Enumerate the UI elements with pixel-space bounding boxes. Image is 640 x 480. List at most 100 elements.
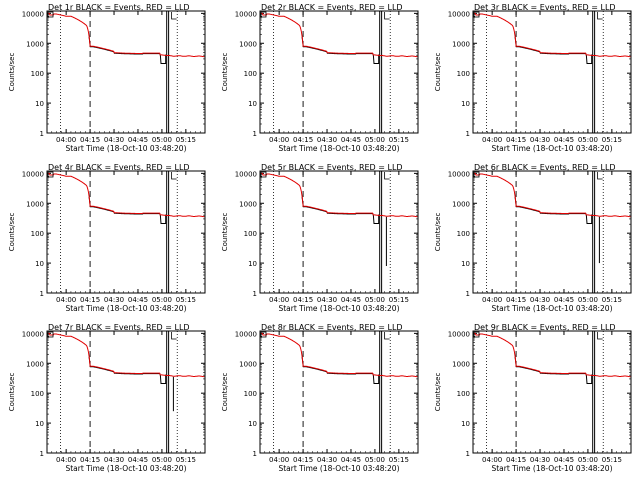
x-tick-label: 05:15 [602, 296, 622, 304]
chart-title: Det 6r BLACK = Events, RED = LLD [474, 163, 616, 172]
corner-marker-box [473, 331, 480, 338]
y-axis-label: Counts/sec [434, 373, 442, 412]
series-lld-line [260, 332, 418, 378]
y-tick-label: 100 [244, 230, 257, 238]
plot-frame [472, 170, 632, 294]
x-tick-label: 04:30 [317, 136, 337, 144]
y-tick-label: 10 [248, 100, 257, 108]
y-tick-label: 1 [253, 130, 257, 138]
series-events-line [88, 36, 167, 64]
y-tick-label: 1 [253, 290, 257, 298]
y-axis-label: Counts/sec [8, 213, 16, 252]
corner-marker-box [260, 171, 267, 178]
tick-corner-mark [384, 332, 390, 340]
chart-panel-4: Det 4r BLACK = Events, RED = LLD 1 10 100 10… [8, 163, 206, 313]
x-tick-label: 04:15 [506, 296, 526, 304]
x-tick-label: 04:45 [128, 456, 148, 464]
series-events-line [514, 36, 593, 64]
x-tick-label: 04:00 [56, 296, 76, 304]
x-tick-label: 04:15 [293, 296, 313, 304]
y-tick-label: 100 [31, 230, 44, 238]
y-tick-label: 1 [40, 450, 44, 458]
x-tick-label: 04:15 [506, 456, 526, 464]
y-tick-label: 1 [253, 450, 257, 458]
x-tick-label: 04:15 [80, 296, 100, 304]
tick-corner-mark [597, 332, 603, 340]
y-tick-label: 100 [457, 390, 470, 398]
tick-corner-mark [597, 172, 603, 180]
y-tick-label: 10000 [235, 170, 257, 178]
chart-panel-1: Det 1r BLACK = Events, RED = LLD 1 10 100 10… [8, 3, 206, 153]
y-tick-label: 1000 [26, 40, 44, 48]
y-tick-label: 10 [461, 100, 470, 108]
y-tick-label: 1000 [26, 360, 44, 368]
y-axis-label: Counts/sec [221, 213, 229, 252]
y-tick-label: 10000 [448, 10, 470, 18]
x-tick-label: 05:15 [602, 456, 622, 464]
x-tick-label: 04:30 [104, 136, 124, 144]
tick-corner-mark [384, 172, 390, 180]
chart-title: Det 4r BLACK = Events, RED = LLD [48, 163, 190, 172]
y-tick-label: 100 [31, 70, 44, 78]
y-axis-label: Counts/sec [434, 213, 442, 252]
x-tick-label: 05:00 [578, 456, 598, 464]
y-tick-label: 10000 [448, 170, 470, 178]
x-tick-label: 04:30 [530, 456, 550, 464]
y-tick-label: 10 [248, 260, 257, 268]
y-tick-label: 1 [466, 130, 470, 138]
series-lld-line [260, 12, 418, 58]
y-tick-label: 10 [248, 420, 257, 428]
x-tick-label: 04:45 [341, 296, 361, 304]
chart-panel-9: Det 9r BLACK = Events, RED = LLD 1 10 100 10… [434, 323, 632, 473]
x-tick-label: 04:15 [506, 136, 526, 144]
x-tick-label: 04:15 [80, 136, 100, 144]
y-axis-label: Counts/sec [8, 373, 16, 412]
y-tick-label: 1000 [452, 200, 470, 208]
y-tick-label: 10000 [22, 10, 44, 18]
x-tick-label: 04:00 [269, 296, 289, 304]
x-tick-label: 04:00 [482, 136, 502, 144]
y-tick-label: 10 [35, 260, 44, 268]
series-lld-line [260, 172, 418, 218]
x-tick-label: 04:45 [554, 296, 574, 304]
y-tick-label: 10 [461, 420, 470, 428]
x-tick-label: 04:00 [269, 456, 289, 464]
x-tick-label: 04:30 [530, 136, 550, 144]
series-events-line [514, 196, 593, 224]
x-tick-label: 05:00 [578, 136, 598, 144]
series-events-line [301, 196, 380, 224]
x-axis-label: Start Time (18-Oct-10 03:48:20) [491, 304, 612, 313]
x-tick-label: 04:15 [293, 136, 313, 144]
plot-frame [46, 330, 206, 454]
series-lld-line [473, 332, 631, 378]
y-tick-label: 10 [461, 260, 470, 268]
plot-frame [259, 170, 419, 294]
y-tick-label: 10 [35, 100, 44, 108]
x-tick-label: 04:15 [80, 456, 100, 464]
x-axis-label: Start Time (18-Oct-10 03:48:20) [278, 304, 399, 313]
tick-corner-mark [171, 172, 177, 180]
plot-frame [259, 330, 419, 454]
tick-corner-mark [597, 12, 603, 20]
y-tick-label: 100 [244, 390, 257, 398]
x-tick-label: 04:45 [341, 456, 361, 464]
y-tick-label: 1000 [239, 360, 257, 368]
x-tick-label: 04:30 [530, 296, 550, 304]
x-tick-label: 04:00 [482, 456, 502, 464]
x-tick-label: 05:00 [152, 456, 172, 464]
chart-panel-3: Det 3r BLACK = Events, RED = LLD 1 10 100 10… [434, 3, 632, 153]
y-tick-label: 1000 [452, 40, 470, 48]
x-tick-label: 05:00 [365, 296, 385, 304]
chart-title: Det 3r BLACK = Events, RED = LLD [474, 3, 616, 12]
x-tick-label: 05:15 [176, 456, 196, 464]
y-tick-label: 100 [457, 230, 470, 238]
series-events-line [88, 356, 167, 384]
x-tick-label: 05:00 [152, 296, 172, 304]
y-axis-label: Counts/sec [221, 373, 229, 412]
x-tick-label: 05:15 [389, 136, 409, 144]
y-tick-label: 10000 [448, 330, 470, 338]
chart-panel-7: Det 7r BLACK = Events, RED = LLD 1 10 100 10… [8, 323, 206, 473]
y-tick-label: 1000 [452, 360, 470, 368]
x-tick-label: 05:15 [389, 296, 409, 304]
chart-panel-5: Det 5r BLACK = Events, RED = LLD 1 10 100 10… [221, 163, 419, 313]
